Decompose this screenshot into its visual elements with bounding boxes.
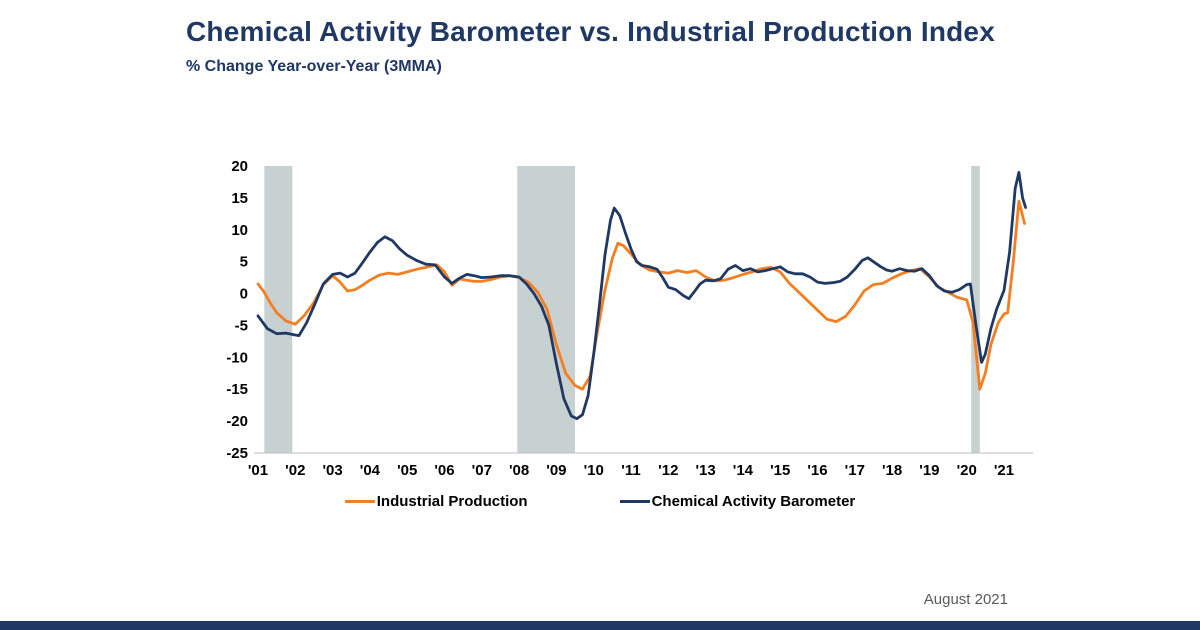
- x-tick-label: '03: [322, 462, 342, 479]
- legend-label-industrial-production: Industrial Production: [376, 493, 528, 510]
- y-tick-label: 5: [240, 254, 248, 271]
- x-tick-label: '02: [285, 462, 305, 479]
- x-tick-label: '05: [397, 462, 417, 479]
- recession-band: [264, 166, 293, 453]
- legend-item-chemical-activity-barometer: Chemical Activity Barometer: [619, 493, 856, 510]
- x-tick-label: '15: [770, 462, 790, 479]
- x-tick-label: '17: [845, 462, 865, 479]
- y-tick-label: 20: [231, 158, 248, 175]
- x-tick-label: '11: [621, 462, 640, 479]
- y-tick-label: -25: [226, 445, 248, 462]
- series-line-chemical-activity-barometer: [256, 170, 1027, 421]
- chart-canvas: 20 15 10 5 0 -5 -10 -15 -20 -25'01 '02 '03 '04 '05 '06…: [226, 158, 1033, 479]
- x-tick-label: '19: [919, 462, 939, 479]
- x-tick-label: '08: [509, 462, 529, 479]
- recession-band: [971, 166, 980, 453]
- y-tick-label: 15: [231, 190, 248, 207]
- chart-legend: Industrial Production Chemical Activity …: [0, 493, 1200, 510]
- x-tick-label: '12: [658, 462, 678, 479]
- page-title: Chemical Activity Barometer vs. Industri…: [186, 16, 995, 47]
- x-tick-label: '07: [472, 462, 492, 479]
- legend-item-industrial-production: Industrial Production: [344, 493, 528, 510]
- x-tick-label: '04: [360, 462, 381, 479]
- x-tick-label: '06: [434, 462, 454, 479]
- y-tick-label: 10: [231, 222, 248, 239]
- industrial-production-line-swatch: [344, 499, 375, 504]
- chart-subtitle: % Change Year-over-Year (3MMA): [186, 58, 442, 75]
- x-tick-label: '16: [807, 462, 827, 479]
- x-tick-label: '20: [957, 462, 977, 479]
- chemical-activity-barometer-line-swatch: [619, 499, 650, 504]
- y-tick-label: -10: [226, 349, 248, 366]
- series-line-industrial-production: [256, 199, 1026, 391]
- bottom-accent-bar: [0, 621, 1200, 630]
- x-tick-label: '10: [584, 462, 604, 479]
- x-tick-label: '13: [695, 462, 715, 479]
- x-tick-label: '18: [882, 462, 902, 479]
- legend-label-chemical-activity-barometer: Chemical Activity Barometer: [651, 493, 856, 510]
- y-tick-label: -5: [235, 317, 248, 334]
- report-date: August 2021: [923, 591, 1008, 608]
- chart-area: 20 15 10 5 0 -5 -10 -15 -20 -25'01 '02 '03 '04 '05 '06…: [196, 150, 1066, 485]
- y-tick-label: 0: [240, 286, 248, 303]
- x-tick-label: '14: [733, 462, 754, 479]
- y-tick-label: -15: [226, 381, 248, 398]
- x-tick-label: '21: [994, 462, 1014, 479]
- x-tick-label: '09: [546, 462, 566, 479]
- y-tick-label: -20: [226, 413, 248, 430]
- x-tick-label: '01: [248, 462, 268, 479]
